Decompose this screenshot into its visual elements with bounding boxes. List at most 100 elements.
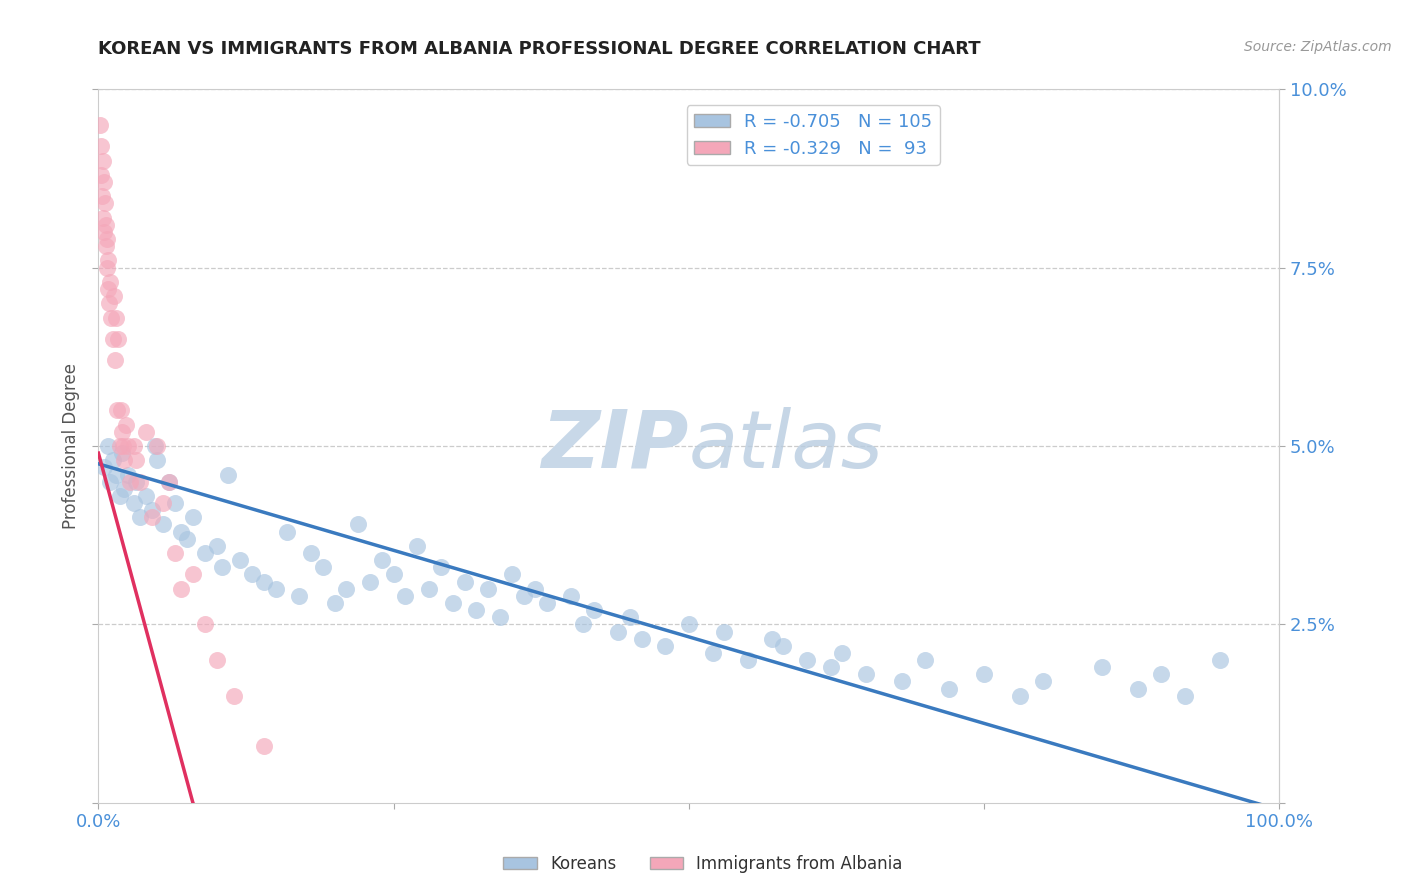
Point — [382, 567, 405, 582]
Point — [176, 532, 198, 546]
Point — [101, 453, 124, 467]
Point — [914, 653, 936, 667]
Point — [276, 524, 298, 539]
Point — [122, 439, 145, 453]
Point — [170, 582, 193, 596]
Text: KOREAN VS IMMIGRANTS FROM ALBANIA PROFESSIONAL DEGREE CORRELATION CHART: KOREAN VS IMMIGRANTS FROM ALBANIA PROFES… — [98, 40, 981, 58]
Point — [524, 582, 547, 596]
Point — [630, 632, 652, 646]
Point — [1150, 667, 1173, 681]
Point — [91, 153, 114, 168]
Point — [211, 560, 233, 574]
Point — [489, 610, 512, 624]
Point — [94, 196, 117, 211]
Point — [108, 489, 131, 503]
Point — [772, 639, 794, 653]
Point — [1174, 689, 1197, 703]
Point — [181, 567, 204, 582]
Point — [938, 681, 960, 696]
Point — [583, 603, 606, 617]
Point — [128, 510, 150, 524]
Point — [157, 475, 180, 489]
Point — [94, 239, 117, 253]
Point — [112, 482, 135, 496]
Point — [194, 546, 217, 560]
Point — [91, 189, 114, 203]
Point — [105, 403, 128, 417]
Point — [128, 475, 150, 489]
Point — [253, 739, 276, 753]
Point — [713, 624, 735, 639]
Point — [654, 639, 676, 653]
Legend: R = -0.705   N = 105, R = -0.329   N =  93: R = -0.705 N = 105, R = -0.329 N = 93 — [686, 105, 939, 165]
Point — [165, 496, 187, 510]
Point — [737, 653, 759, 667]
Point — [1209, 653, 1232, 667]
Point — [1008, 689, 1031, 703]
Point — [94, 218, 117, 232]
Point — [96, 232, 118, 246]
Point — [607, 624, 630, 639]
Point — [406, 539, 429, 553]
Text: Source: ZipAtlas.com: Source: ZipAtlas.com — [1244, 40, 1392, 54]
Point — [117, 467, 139, 482]
Point — [105, 467, 128, 482]
Point — [135, 489, 157, 503]
Point — [702, 646, 724, 660]
Point — [1091, 660, 1114, 674]
Point — [104, 353, 127, 368]
Point — [359, 574, 381, 589]
Point — [165, 546, 187, 560]
Point — [973, 667, 995, 681]
Point — [831, 646, 853, 660]
Point — [820, 660, 842, 674]
Point — [678, 617, 700, 632]
Point — [253, 574, 276, 589]
Point — [98, 296, 121, 310]
Point — [125, 453, 148, 467]
Point — [117, 439, 139, 453]
Point — [335, 582, 357, 596]
Point — [125, 475, 148, 489]
Point — [120, 475, 142, 489]
Point — [430, 560, 453, 574]
Point — [761, 632, 783, 646]
Point — [205, 653, 228, 667]
Point — [418, 582, 440, 596]
Point — [146, 453, 169, 467]
Point — [347, 517, 370, 532]
Point — [152, 496, 174, 510]
Point — [97, 439, 120, 453]
Point — [229, 553, 252, 567]
Text: ZIP: ZIP — [541, 407, 689, 485]
Point — [1032, 674, 1054, 689]
Point — [97, 253, 120, 268]
Point — [477, 582, 499, 596]
Point — [224, 689, 246, 703]
Point — [122, 496, 145, 510]
Point — [181, 510, 204, 524]
Point — [90, 168, 112, 182]
Point — [93, 175, 115, 189]
Point — [855, 667, 877, 681]
Point — [394, 589, 416, 603]
Point — [103, 289, 125, 303]
Point — [217, 467, 239, 482]
Point — [114, 417, 136, 432]
Point — [89, 118, 111, 132]
Point — [101, 332, 124, 346]
Point — [323, 596, 346, 610]
Point — [146, 439, 169, 453]
Point — [240, 567, 263, 582]
Point — [105, 310, 128, 325]
Point — [536, 596, 558, 610]
Point — [110, 403, 132, 417]
Point — [141, 510, 163, 524]
Point — [512, 589, 534, 603]
Point — [100, 310, 122, 325]
Legend: Koreans, Immigrants from Albania: Koreans, Immigrants from Albania — [496, 848, 910, 880]
Point — [205, 539, 228, 553]
Point — [890, 674, 912, 689]
Point — [299, 546, 322, 560]
Point — [108, 439, 131, 453]
